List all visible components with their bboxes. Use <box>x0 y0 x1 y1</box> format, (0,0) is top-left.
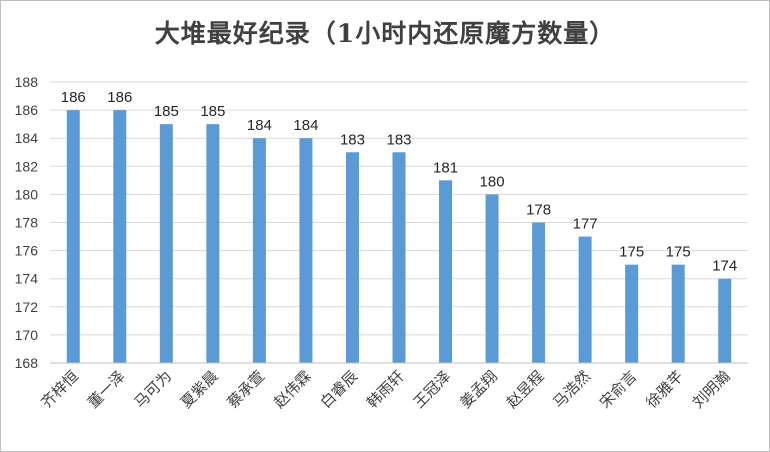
x-tick-label: 姜孟翔 <box>456 367 501 412</box>
data-label: 184 <box>293 117 318 134</box>
x-tick-label: 蔡承萱 <box>224 367 269 412</box>
y-tick-label: 186 <box>15 102 39 118</box>
x-tick-label: 赵昱程 <box>503 367 548 412</box>
bar <box>439 180 453 363</box>
x-tick-label: 夏紫晨 <box>177 367 222 412</box>
data-label: 184 <box>247 117 272 134</box>
y-tick-label: 180 <box>15 186 39 202</box>
data-label: 177 <box>573 216 598 233</box>
x-tick-label: 宋俞言 <box>596 367 641 412</box>
data-label: 175 <box>666 244 691 261</box>
x-tick-label: 刘明瀚 <box>689 367 734 412</box>
data-label: 181 <box>433 159 458 176</box>
bar <box>625 264 639 363</box>
bar <box>532 222 546 363</box>
data-label: 175 <box>619 244 644 261</box>
bar <box>718 278 732 363</box>
y-tick-label: 170 <box>15 327 39 343</box>
chart-title: 大堆最好纪录（1小时内还原魔方数量） <box>154 19 616 48</box>
data-label: 185 <box>200 103 225 120</box>
x-tick-label: 白睿辰 <box>317 367 362 412</box>
bar <box>206 124 220 364</box>
x-tick-label: 董一泽 <box>84 367 129 412</box>
y-tick-label: 178 <box>15 215 39 231</box>
y-tick-label: 172 <box>15 299 39 315</box>
bar <box>252 138 266 363</box>
y-tick-label: 176 <box>15 243 39 259</box>
data-label: 186 <box>107 89 132 106</box>
bar <box>578 236 592 363</box>
data-label: 185 <box>154 103 179 120</box>
bar <box>66 110 80 363</box>
bar <box>159 124 173 364</box>
data-label: 174 <box>712 258 737 275</box>
x-tick-label: 王冠泽 <box>410 367 455 412</box>
data-label: 183 <box>340 131 365 148</box>
bar <box>392 152 406 363</box>
bar <box>671 264 685 363</box>
x-tick-label: 马浩然 <box>549 367 594 412</box>
data-label: 183 <box>386 131 411 148</box>
x-tick-label: 齐梓恒 <box>38 367 83 412</box>
x-tick-label: 韩雨轩 <box>363 367 408 412</box>
x-tick-label: 赵伟霖 <box>270 367 315 412</box>
bar <box>485 194 499 363</box>
bar <box>345 152 359 363</box>
x-tick-label: 徐雅芊 <box>642 367 687 412</box>
data-label: 186 <box>61 89 86 106</box>
bar <box>299 138 313 363</box>
data-label: 178 <box>526 202 551 219</box>
y-tick-label: 168 <box>15 355 39 371</box>
y-tick-label: 188 <box>15 74 39 90</box>
x-tick-label: 马可为 <box>131 367 176 412</box>
y-tick-label: 182 <box>15 158 39 174</box>
bar <box>113 110 127 363</box>
data-label: 180 <box>480 173 505 190</box>
y-tick-label: 174 <box>15 271 39 287</box>
y-tick-label: 184 <box>15 130 39 146</box>
